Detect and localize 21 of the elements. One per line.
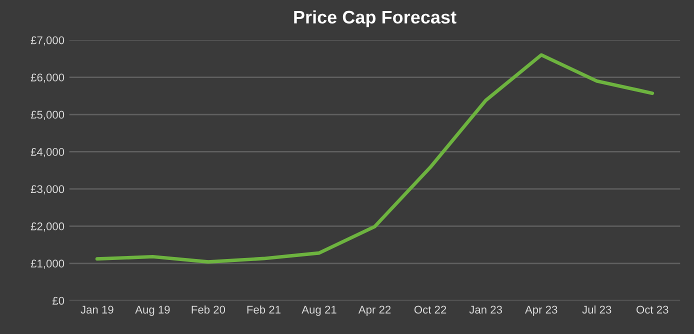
y-tick-label: £2,000 [30, 222, 64, 232]
x-tick-label: Jul 23 [582, 305, 612, 314]
x-tick-label: Jan 23 [469, 306, 502, 314]
chart-title: Price Cap Forecast [294, 10, 456, 28]
y-tick-label: £4,000 [30, 148, 64, 158]
x-tick-label: Aug 19 [135, 306, 170, 316]
x-tick-label: Feb 21 [247, 305, 280, 314]
x-tick-label: Feb 20 [192, 305, 226, 314]
x-tick-label: Oct 22 [414, 306, 446, 314]
y-tick-label: £3,000 [30, 185, 64, 194]
x-tick-label: Aug 21 [302, 306, 336, 316]
y-tick-label: £6,000 [30, 74, 64, 83]
y-tick-label: £7,000 [30, 36, 64, 46]
y-tick-label: £1,000 [30, 260, 64, 269]
x-tick-label: Apr 22 [358, 306, 391, 316]
x-tick-label: Jan 19 [80, 306, 114, 314]
x-tick-label: Apr 23 [524, 306, 558, 316]
y-tick-label: £5,000 [30, 110, 64, 120]
y-tick-label: £0 [52, 296, 64, 305]
line-series [95, 53, 654, 264]
x-tick-label: Oct 23 [636, 306, 668, 314]
